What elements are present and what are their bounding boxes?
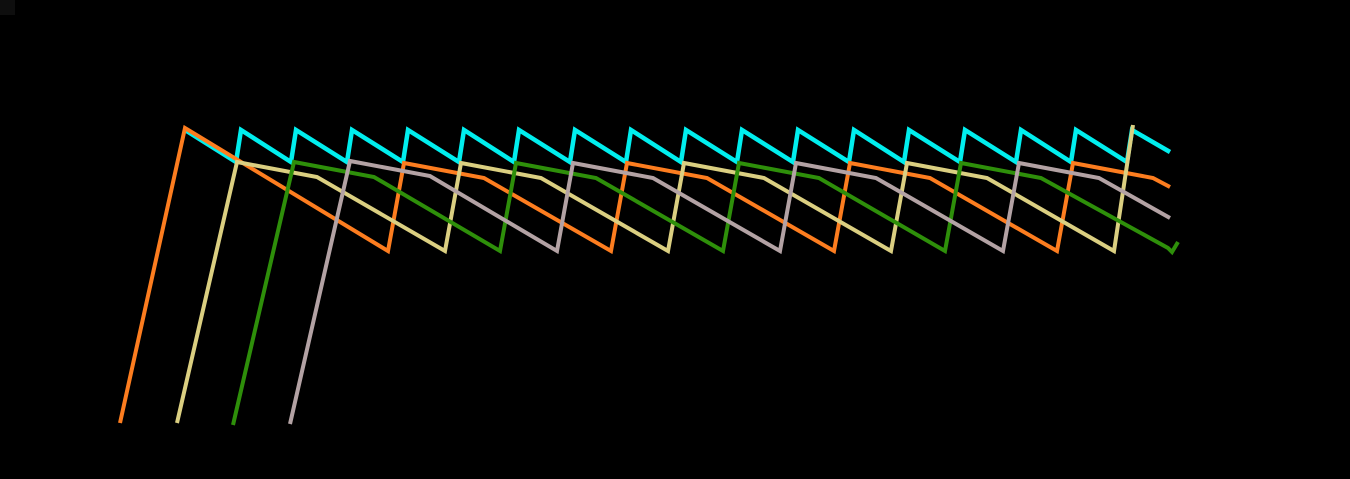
cyan-fast-sawtooth-line	[183, 126, 1172, 166]
rosybrown-slow-sawtooth-line	[288, 158, 1171, 425]
khaki-slow-sawtooth-line	[175, 124, 1135, 424]
corner-artifact	[0, 0, 15, 15]
green-slow-sawtooth-line	[231, 159, 1180, 426]
